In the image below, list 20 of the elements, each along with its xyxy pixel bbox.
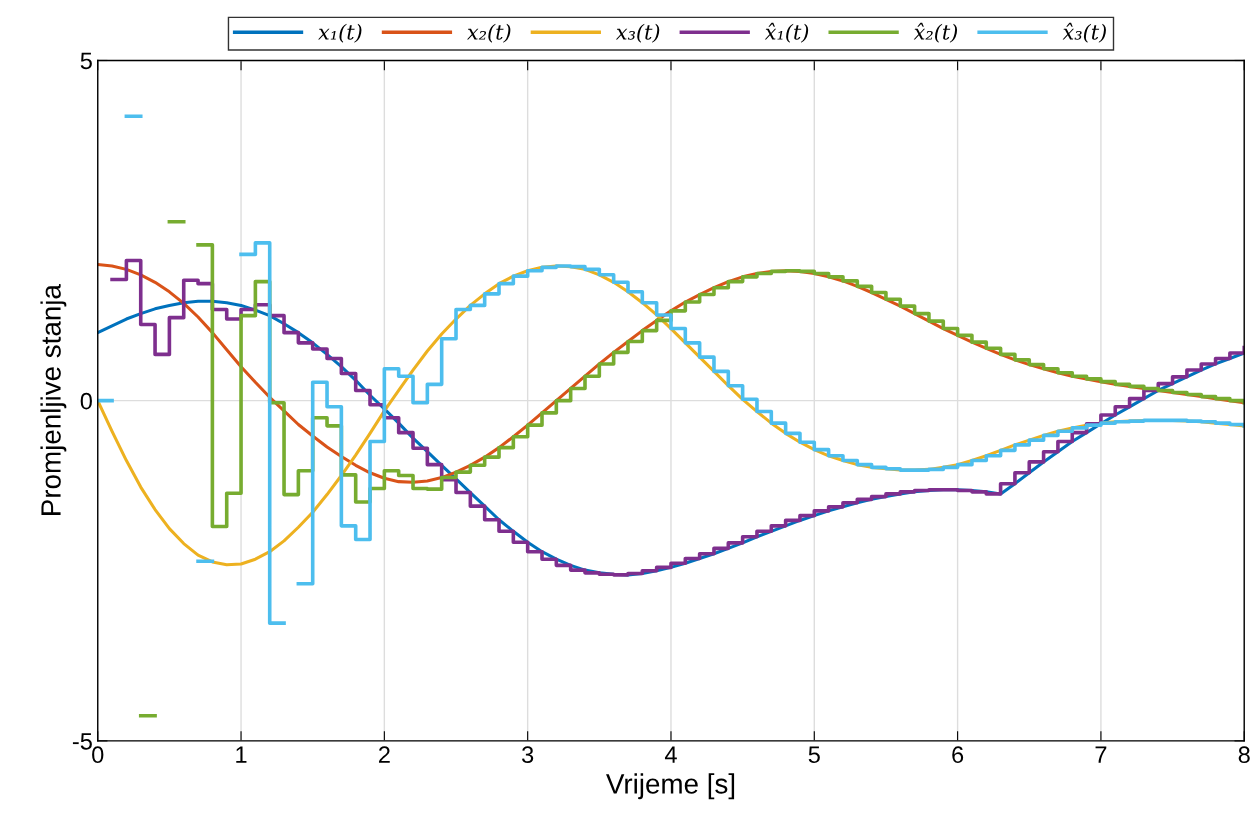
y-tick-label: 5 — [80, 52, 92, 70]
x-tick-label: 8 — [1238, 746, 1250, 764]
y-tick-label: -5 — [72, 733, 92, 750]
x-tick-label: 3 — [522, 746, 534, 764]
legend-label: x₁(t) — [318, 23, 362, 43]
y-tick-label: 0 — [80, 392, 92, 410]
x-tick-label: 5 — [808, 746, 820, 764]
legend-label: x₃(t) — [615, 23, 660, 43]
legend-label: x̂₁(t) — [764, 22, 809, 43]
legend-label: x̂₂(t) — [913, 22, 958, 43]
legend-label: x₂(t) — [467, 23, 511, 43]
x-tick-label: 0 — [92, 746, 104, 764]
x-axis-title: Vrijeme [s] — [606, 773, 735, 800]
x-tick-label: 4 — [664, 746, 677, 763]
x-tick-label: 6 — [952, 746, 964, 764]
x-tick-label: 1 — [236, 746, 247, 763]
legend-label: x̂₃(t) — [1062, 22, 1106, 43]
x-tick-label: 7 — [1095, 746, 1107, 763]
y-axis-title: Promjenljive stanja — [40, 284, 67, 515]
x-tick-label: 2 — [378, 746, 390, 763]
